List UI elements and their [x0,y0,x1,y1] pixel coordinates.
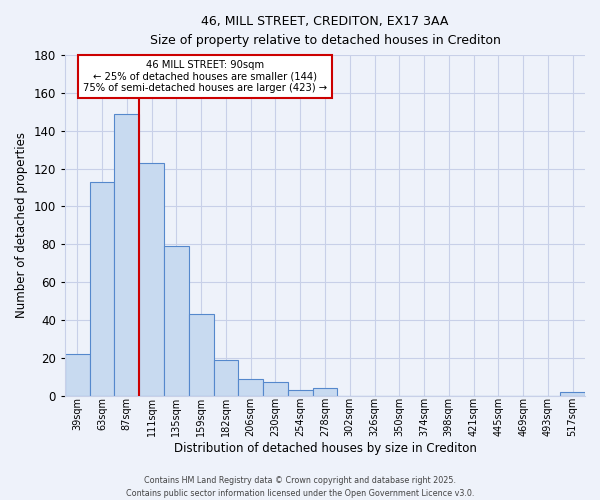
Bar [65,354,90,396]
Y-axis label: Number of detached properties: Number of detached properties [15,132,28,318]
Text: 46 MILL STREET: 90sqm
← 25% of detached houses are smaller (144)
75% of semi-det: 46 MILL STREET: 90sqm ← 25% of detached … [83,60,328,94]
Text: Contains HM Land Registry data © Crown copyright and database right 2025.
Contai: Contains HM Land Registry data © Crown c… [126,476,474,498]
Bar [263,382,288,396]
Bar [313,388,337,396]
Bar [288,390,313,396]
Bar [189,314,214,396]
Bar [214,360,238,396]
Bar [139,163,164,396]
X-axis label: Distribution of detached houses by size in Crediton: Distribution of detached houses by size … [173,442,476,455]
Bar [164,246,189,396]
Bar [238,378,263,396]
Bar [115,114,139,396]
Title: 46, MILL STREET, CREDITON, EX17 3AA
Size of property relative to detached houses: 46, MILL STREET, CREDITON, EX17 3AA Size… [149,15,500,47]
Bar [560,392,585,396]
Bar [90,182,115,396]
